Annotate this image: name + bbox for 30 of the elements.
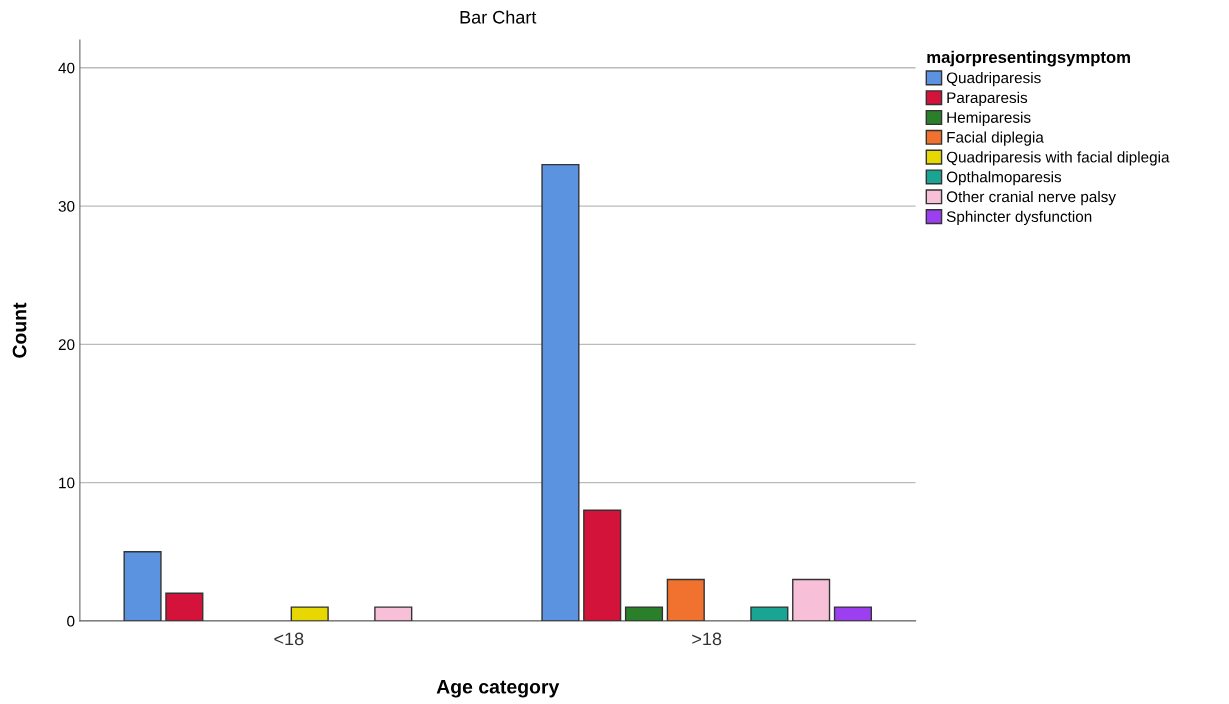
legend-label: Hemiparesis <box>947 111 1031 126</box>
bar <box>624 606 664 621</box>
bar <box>374 606 413 621</box>
legend-label: Facial diplegia <box>947 131 1044 146</box>
y-tick-label: 0 <box>67 615 75 627</box>
x-axis-title: Age category <box>436 680 560 698</box>
x-tick-label: >18 <box>692 632 722 646</box>
bar <box>165 592 204 621</box>
x-tick-label: <18 <box>274 632 304 646</box>
bar <box>833 606 873 621</box>
legend-label: Quadriparesis with facial diplegia <box>946 151 1170 166</box>
bar <box>583 509 622 621</box>
legend-label: Paraparesis <box>947 91 1028 107</box>
bar <box>750 606 789 621</box>
bar <box>123 551 162 621</box>
legend-label: Other cranial nerve palsy <box>946 190 1116 206</box>
bar <box>666 578 705 621</box>
bar <box>290 606 329 621</box>
chart-title: Bar Chart <box>460 10 537 24</box>
y-axis-title: Count <box>12 302 27 358</box>
legend-label: Sphincter dysfunction <box>946 210 1092 226</box>
legend-title: majorpresentingsymptom <box>927 50 1130 67</box>
y-tick-label: 40 <box>58 62 75 74</box>
legend-label: Quadriparesis <box>946 72 1041 87</box>
bar <box>541 163 580 621</box>
y-tick-label: 10 <box>59 477 75 489</box>
y-tick-label: 20 <box>58 339 75 351</box>
bar <box>792 578 831 621</box>
legend-label: Opthalmoparesis <box>946 171 1062 186</box>
y-tick-label: 30 <box>58 200 75 212</box>
